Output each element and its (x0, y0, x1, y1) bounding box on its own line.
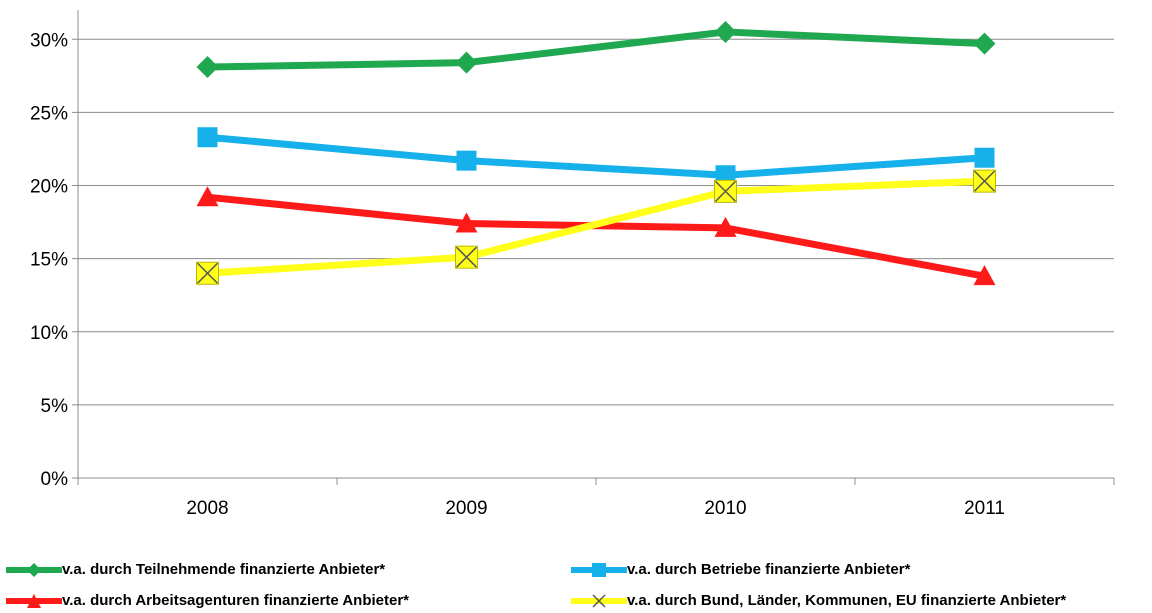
data-point-x-stroke (714, 180, 737, 202)
y-tick-label: 15% (30, 250, 68, 271)
data-point-triangle (973, 265, 996, 286)
legend-item-teilnehmende: v.a. durch Teilnehmende finanzierte Anbi… (6, 561, 385, 578)
data-point-x-stroke (455, 246, 478, 268)
data-point-diamond (455, 51, 478, 74)
gridlines (78, 38, 1114, 406)
x-tick-label: 2008 (186, 498, 228, 519)
data-point-triangle (455, 212, 478, 233)
data-point-diamond (714, 20, 737, 43)
y-tick-label: 5% (41, 396, 69, 417)
x-axis-tick-labels: 2008 2009 2010 2011 (186, 498, 1005, 519)
data-point-x-stroke (973, 170, 996, 192)
data-point-x (973, 169, 996, 193)
y-tick-label: 0% (41, 469, 69, 490)
data-point-square (197, 127, 218, 148)
legend-item-betriebe: v.a. durch Betriebe finanzierte Anbieter… (571, 561, 910, 578)
axes (72, 10, 1115, 485)
legend-swatch-triangle (6, 593, 62, 608)
data-point-x-stroke (196, 262, 219, 284)
legend-swatch-square (571, 562, 627, 577)
y-tick-label: 10% (30, 323, 68, 344)
y-tick-label: 30% (30, 30, 68, 51)
data-point-x (714, 179, 737, 203)
data-point-x (196, 261, 219, 285)
data-point-triangle (714, 216, 737, 237)
legend-swatch-x (571, 593, 627, 608)
data-point-x (455, 245, 478, 269)
data-point-diamond (196, 56, 219, 79)
data-point-square (456, 150, 477, 171)
y-tick-label: 20% (30, 177, 68, 198)
legend-item-arbeitsagenturen: v.a. durch Arbeitsagenturen finanzierte … (6, 592, 409, 609)
series-group (196, 20, 996, 286)
x-tick-label: 2009 (445, 498, 487, 519)
legend-label: v.a. durch Arbeitsagenturen finanzierte … (62, 592, 410, 609)
y-axis-tick-labels: 0% 5% 10% 15% 20% 25% 30% (30, 30, 68, 490)
y-tick-label: 25% (30, 103, 68, 124)
series-line-2 (207, 133, 985, 179)
series-line-1 (207, 28, 985, 71)
data-point-diamond (973, 32, 996, 55)
legend-swatch-diamond (6, 562, 62, 577)
x-tick-label: 2010 (704, 498, 746, 519)
legend-item-bund-laender: v.a. durch Bund, Länder, Kommunen, EU fi… (571, 592, 1066, 609)
data-point-square (974, 147, 995, 168)
legend-label: v.a. durch Bund, Länder, Kommunen, EU fi… (627, 592, 1067, 609)
x-tick-label: 2011 (964, 498, 1005, 519)
legend-label: v.a. durch Teilnehmende finanzierte Anbi… (62, 561, 386, 578)
line-chart: 0% 5% 10% 15% 20% 25% 30% 2008 2009 2010 2011 (30, 10, 1115, 519)
series-line-4 (207, 177, 985, 277)
legend-label: v.a. durch Betriebe finanzierte Anbieter… (627, 561, 911, 578)
data-point-triangle (196, 186, 219, 207)
